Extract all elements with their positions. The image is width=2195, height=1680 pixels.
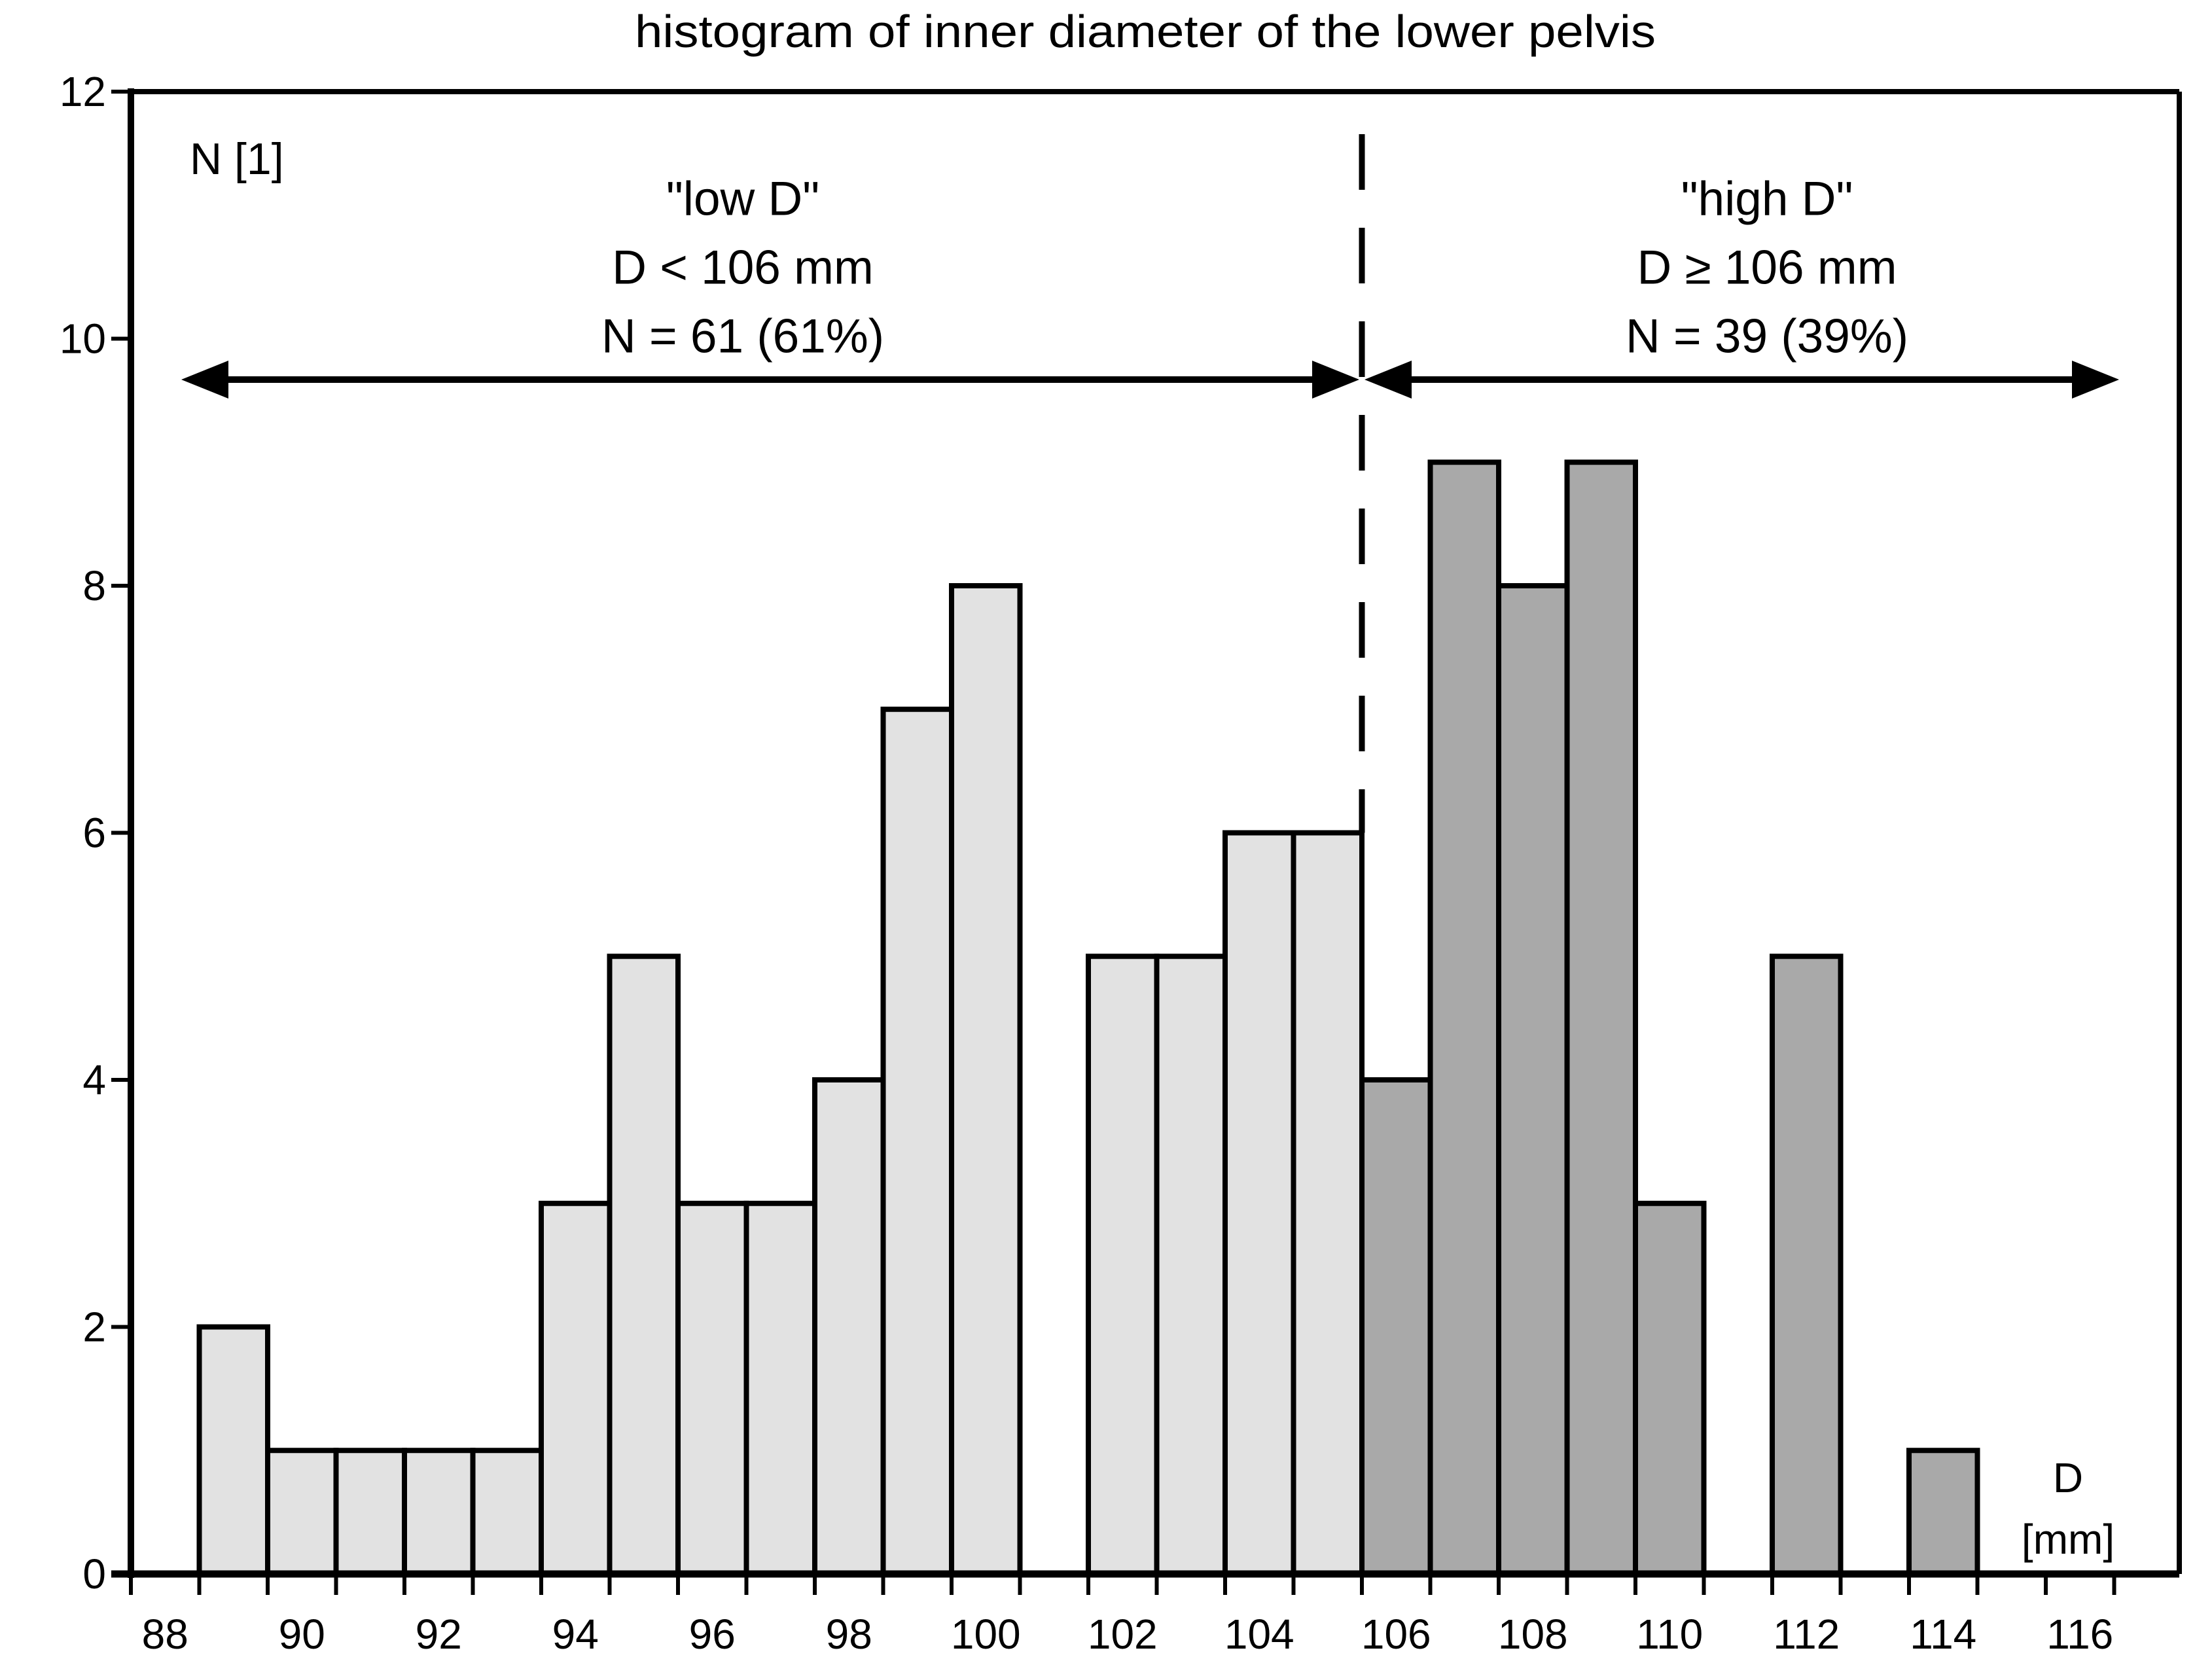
bar-90mm bbox=[265, 1448, 339, 1577]
x-tick-label-114: 114 bbox=[1910, 1611, 1976, 1658]
bar-109mm bbox=[1564, 459, 1638, 1577]
x-tick-label-88: 88 bbox=[142, 1611, 188, 1658]
y-tick-label-4: 4 bbox=[82, 1056, 106, 1103]
bar-103mm bbox=[1154, 954, 1228, 1577]
high-range-arrow-right-arrowhead bbox=[2072, 361, 2119, 399]
x-tick-label-94: 94 bbox=[552, 1611, 599, 1658]
high-range-arrow-left-arrowhead bbox=[1365, 361, 1412, 399]
low-range-arrow bbox=[181, 361, 1359, 399]
bar-89mm bbox=[196, 1324, 270, 1577]
x-tick-label-108: 108 bbox=[1498, 1611, 1568, 1658]
bar-91mm bbox=[333, 1448, 407, 1577]
bar-110mm bbox=[1633, 1200, 1707, 1577]
bar-92mm bbox=[402, 1448, 476, 1577]
bar-95mm bbox=[607, 954, 681, 1577]
x-tick-label-100: 100 bbox=[951, 1611, 1021, 1658]
x-tick-label-110: 110 bbox=[1636, 1611, 1703, 1658]
bar-114mm bbox=[1906, 1448, 1980, 1577]
bar-104mm bbox=[1222, 830, 1296, 1577]
bar-105mm bbox=[1291, 830, 1365, 1577]
x-tick-label-112: 112 bbox=[1773, 1611, 1840, 1658]
bar-97mm bbox=[743, 1200, 817, 1577]
high-group-count: N = 39 (39%) bbox=[1626, 310, 1908, 363]
x-tick-label-96: 96 bbox=[689, 1611, 736, 1658]
high-range-arrow bbox=[1365, 361, 2119, 399]
bar-112mm bbox=[1770, 954, 1844, 1577]
low-group-count: N = 61 (61%) bbox=[601, 310, 884, 363]
x-axis-label-symbol: D bbox=[2053, 1454, 2083, 1501]
bar-96mm bbox=[675, 1200, 749, 1577]
bar-98mm bbox=[812, 1077, 886, 1577]
bar-106mm bbox=[1359, 1077, 1433, 1577]
bar-99mm bbox=[880, 706, 954, 1577]
bar-102mm bbox=[1086, 954, 1160, 1577]
bars-layer bbox=[196, 459, 1980, 1577]
x-tick-label-90: 90 bbox=[279, 1611, 325, 1658]
low-group-condition: D < 106 mm bbox=[612, 241, 874, 295]
x-tick-label-102: 102 bbox=[1088, 1611, 1158, 1658]
x-tick-label-92: 92 bbox=[416, 1611, 462, 1658]
x-tick-label-98: 98 bbox=[826, 1611, 872, 1658]
x-tick-label-104: 104 bbox=[1224, 1611, 1294, 1658]
y-tick-label-0: 0 bbox=[82, 1550, 106, 1598]
bar-94mm bbox=[539, 1200, 613, 1577]
y-tick-label-6: 6 bbox=[82, 810, 106, 857]
low-group-title: "low D" bbox=[666, 173, 819, 226]
high-group-condition: D ≥ 106 mm bbox=[1637, 241, 1897, 295]
y-tick-label-10: 10 bbox=[60, 315, 106, 363]
axes-layer: 0 2 4 6 8 10 12 88 90 92 94 96 98 100 102 104 106 108 110 1… bbox=[60, 68, 2182, 1658]
chart-title: histogram of inner diameter of the lower… bbox=[635, 6, 1656, 57]
y-axis-label: N [1] bbox=[190, 134, 284, 184]
x-axis-label-unit: [mm] bbox=[2022, 1516, 2115, 1563]
high-group-title: "high D" bbox=[1681, 173, 1853, 226]
low-range-arrow-right-arrowhead bbox=[1312, 361, 1359, 399]
bar-108mm bbox=[1496, 583, 1570, 1577]
bar-93mm bbox=[470, 1448, 544, 1577]
range-arrows-layer bbox=[181, 361, 2119, 399]
y-tick-label-8: 8 bbox=[82, 562, 106, 609]
y-tick-label-2: 2 bbox=[82, 1304, 106, 1351]
bar-107mm bbox=[1427, 459, 1501, 1577]
low-range-arrow-left-arrowhead bbox=[181, 361, 228, 399]
x-tick-label-116: 116 bbox=[2046, 1611, 2113, 1658]
y-tick-label-12: 12 bbox=[60, 68, 106, 115]
x-tick-label-106: 106 bbox=[1361, 1611, 1431, 1658]
bar-100mm bbox=[949, 583, 1023, 1577]
